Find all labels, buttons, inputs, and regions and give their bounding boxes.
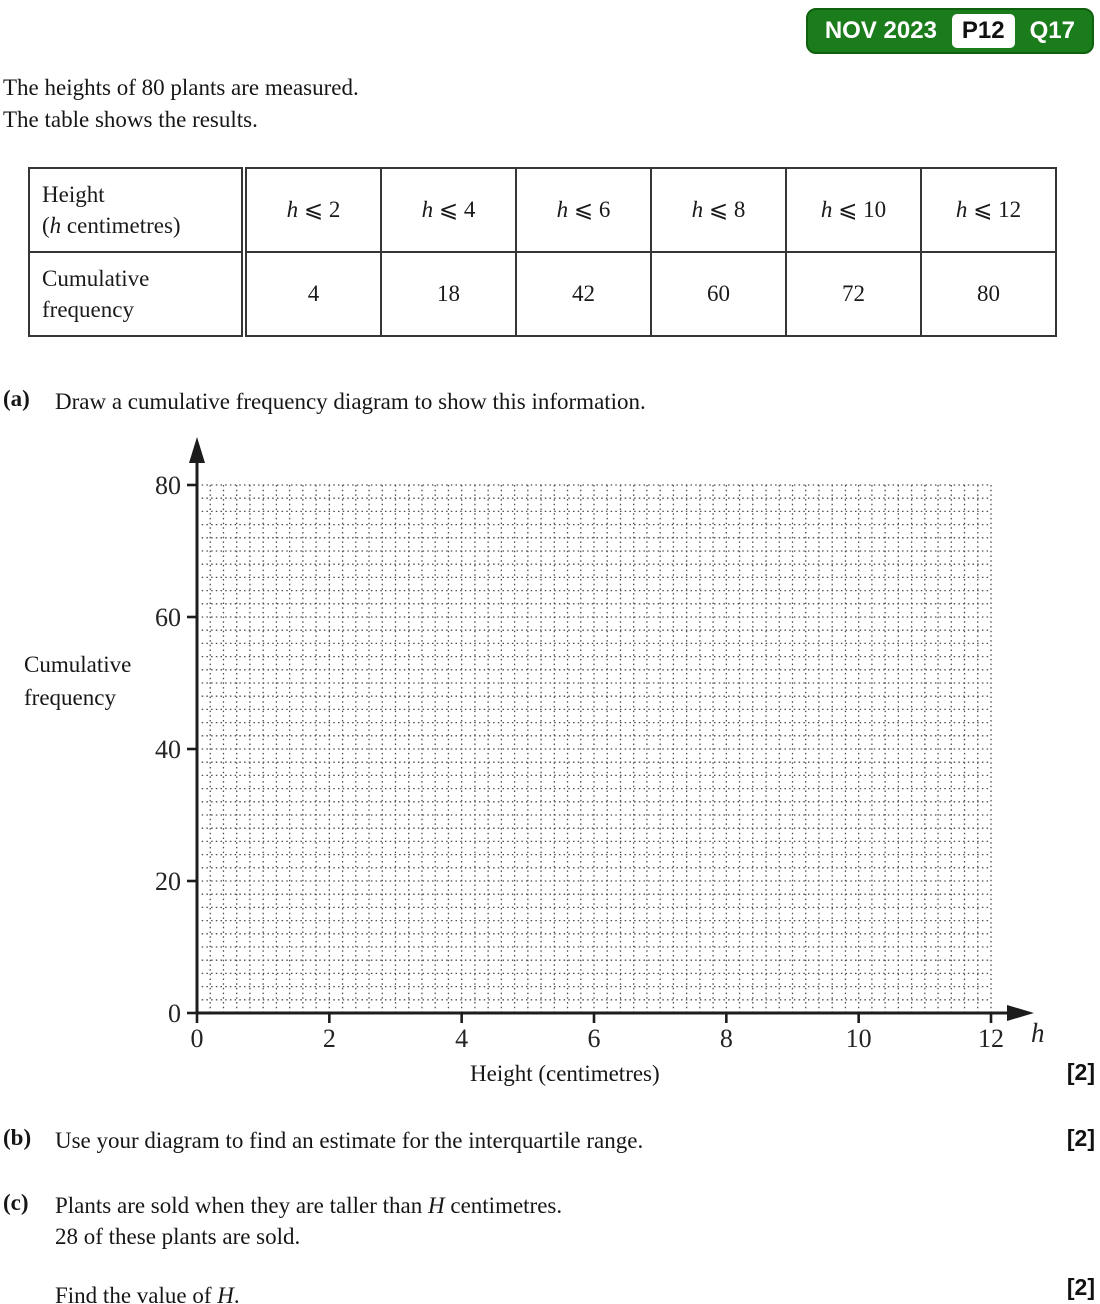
height-column-header: h ⩽ 10 [785,167,922,253]
cumulative-frequency-row-header: Cumulative frequency [28,251,247,337]
part-c-line-3: Find the value of H. [55,1283,240,1304]
cumulative-frequency-value: 18 [380,251,517,337]
height-row-header-line2: (h centimetres) [42,213,181,238]
badge-question-label: Q17 [1029,17,1075,44]
height-column-header: h ⩽ 8 [650,167,787,253]
height-column-header: h ⩽ 2 [243,167,382,253]
y-axis-label-line1: Cumulative [24,652,132,677]
tick-marks [187,483,993,1023]
part-c-row: (c) [3,1190,29,1216]
table-values-row: Cumulative frequency 4 18 42 60 72 80 [28,251,1057,337]
cumulative-frequency-value: 60 [650,251,787,337]
axes [195,448,1024,1015]
y-tick-label: 60 [155,603,181,632]
x-tick-label: 4 [455,1024,468,1053]
cf-row-header-line1: Cumulative [42,266,150,291]
part-c-marks: [2] [1066,1274,1095,1300]
part-c-label: (c) [3,1190,29,1215]
cumulative-frequency-value: 4 [243,251,382,337]
dotted-grid [197,484,992,1013]
cumulative-frequency-value: 72 [785,251,922,337]
y-axis-arrow-icon [189,437,205,463]
x-axis-arrow-icon [1007,1005,1034,1021]
y-tick-label: 80 [155,471,181,500]
x-tick-label: 12 [978,1024,1004,1053]
part-c-line-1: Plants are sold when they are taller tha… [55,1193,563,1218]
height-column-header: h ⩽ 4 [380,167,517,253]
y-axis-label-line2: frequency [24,685,116,710]
cumulative-frequency-value: 80 [920,251,1057,337]
part-a-label: (a) [3,386,30,411]
cf-row-header-line2: frequency [42,297,134,322]
intro-line-2: The table shows the results. [3,107,258,132]
y-tick-label: 40 [155,735,181,764]
intro-paragraph: The heights of 80 plants are measured. T… [3,72,359,136]
intro-line-1: The heights of 80 plants are measured. [3,75,359,100]
x-axis-variable-label: h [1031,1018,1045,1048]
cumulative-frequency-value: 42 [515,251,652,337]
part-a-row: (a) Draw a cumulative frequency diagram … [3,386,646,414]
x-tick-label: 6 [588,1024,601,1053]
question-badge: NOV 2023 P12 Q17 [805,8,1094,54]
cf-chart-svg: 0 2 4 6 8 10 12 0 20 40 60 80 h [155,437,1045,1053]
x-tick-label: 8 [720,1024,733,1053]
badge-session-label: NOV 2023 [824,17,937,44]
x-axis-label: Height (centimetres) [470,1061,660,1086]
y-tick-label: 20 [155,867,181,896]
part-b-row: (b) Use your diagram to find an estimate… [3,1125,643,1153]
part-c-line-2: 28 of these plants are sold. [55,1224,301,1249]
height-row-header-line1: Height [42,182,105,207]
x-tick-label: 2 [323,1024,336,1053]
part-b-text: Use your diagram to find an estimate for… [55,1128,644,1153]
height-column-header: h ⩽ 6 [515,167,652,253]
y-axis-label: Cumulative frequency [24,648,131,714]
height-column-header: h ⩽ 12 [920,167,1057,253]
x-tick-label: 0 [191,1024,204,1053]
part-b-label: (b) [3,1125,32,1150]
y-tick-label: 0 [168,999,181,1028]
x-tick-label: 10 [846,1024,872,1053]
badge-paper-label: P12 [951,14,1015,48]
part-b-marks: [2] [1066,1125,1095,1151]
part-a-marks: [2] [1066,1059,1095,1085]
part-a-text: Draw a cumulative frequency diagram to s… [55,389,646,414]
height-row-header: Height (h centimetres) [28,167,247,253]
